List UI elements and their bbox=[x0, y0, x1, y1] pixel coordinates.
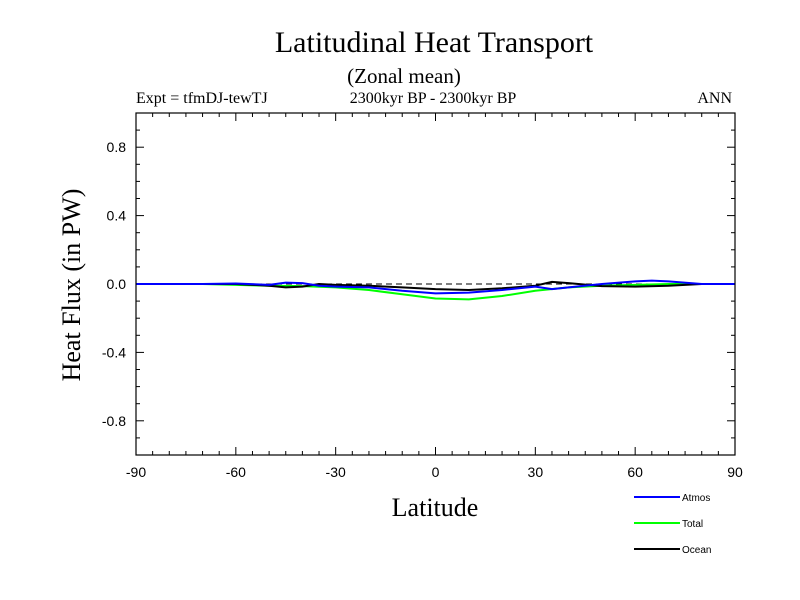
x-tick-label: 60 bbox=[627, 464, 643, 480]
chart-subtitle: (Zonal mean) bbox=[347, 64, 461, 88]
y-tick-label: -0.8 bbox=[102, 413, 126, 429]
y-tick-label: -0.4 bbox=[102, 344, 126, 360]
season-label: ANN bbox=[697, 90, 732, 107]
plot-frame bbox=[135, 112, 736, 456]
x-tick-label: -90 bbox=[126, 464, 146, 480]
x-tick-label: -60 bbox=[226, 464, 246, 480]
y-tick-label: 0.8 bbox=[107, 139, 127, 155]
x-tick-label: -30 bbox=[326, 464, 346, 480]
legend-label-atmos: Atmos bbox=[682, 493, 710, 504]
period-label: 2300kyr BP - 2300kyr BP bbox=[349, 90, 517, 107]
series-line-atmos bbox=[136, 279, 735, 295]
legend-label-total: Total bbox=[682, 519, 703, 530]
y-tick-label: 0.4 bbox=[107, 208, 127, 224]
y-axis-label: Heat Flux (in PW) bbox=[57, 189, 86, 382]
experiment-label: Expt = tfmDJ-tewTJ bbox=[136, 90, 268, 107]
legend-label-ocean: Ocean bbox=[682, 545, 711, 556]
tick-labels: -90 -60 -30 0 30 60 90 -0.8 -0.4 0.0 0.4 0.8 bbox=[102, 139, 743, 480]
legend: Atmos Total Ocean bbox=[634, 493, 711, 556]
x-tick-label: 90 bbox=[727, 464, 743, 480]
y-tick-label: 0.0 bbox=[107, 276, 127, 292]
chart-title: Latitudinal Heat Transport bbox=[274, 26, 594, 59]
x-tick-label: 30 bbox=[528, 464, 544, 480]
series-lines bbox=[136, 279, 735, 301]
x-axis-label: Latitude bbox=[392, 493, 479, 522]
x-tick-label: 0 bbox=[432, 464, 440, 480]
